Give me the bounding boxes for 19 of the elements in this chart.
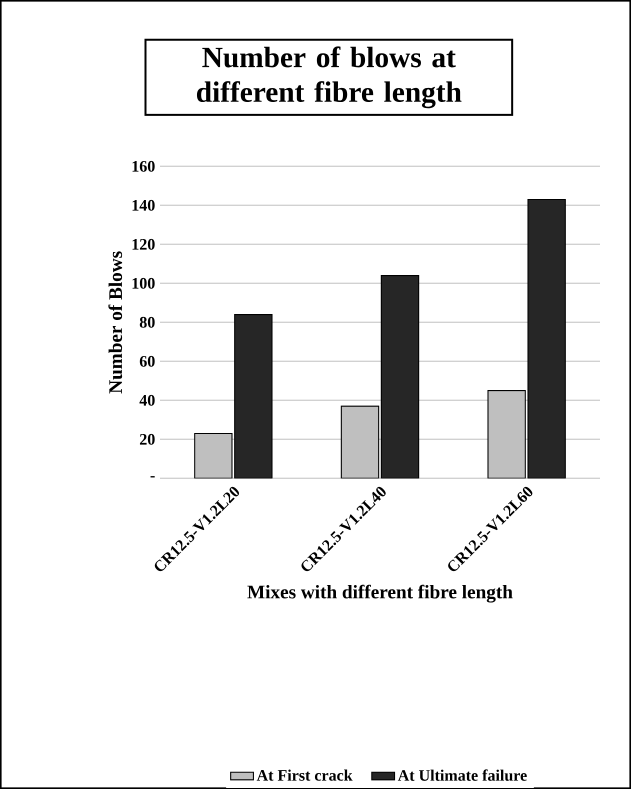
bar — [527, 198, 566, 478]
y-tick-label: 80 — [140, 316, 155, 328]
y-tick-label: 100 — [132, 278, 155, 289]
y-tick-label: 20 — [140, 434, 155, 445]
y-tick-label: 120 — [132, 238, 155, 250]
bar — [234, 314, 273, 478]
bar — [340, 406, 380, 478]
y-tick-label: - — [150, 476, 155, 478]
y-tick-label: 140 — [132, 200, 155, 211]
bar — [380, 274, 420, 478]
y-tick-label: 160 — [132, 160, 155, 172]
legend-label: At First crack — [256, 769, 353, 781]
chart-title: Number of blows at different fibre length — [196, 46, 462, 108]
x-axis-title: Mixes with different fibre length — [247, 584, 513, 603]
bar — [487, 390, 526, 478]
legend-label: At Ultimate failure — [398, 769, 527, 781]
y-axis-title: Number of Blows — [108, 251, 122, 394]
y-tick-label: 40 — [139, 394, 155, 406]
y-tick-label: 60 — [140, 356, 155, 367]
